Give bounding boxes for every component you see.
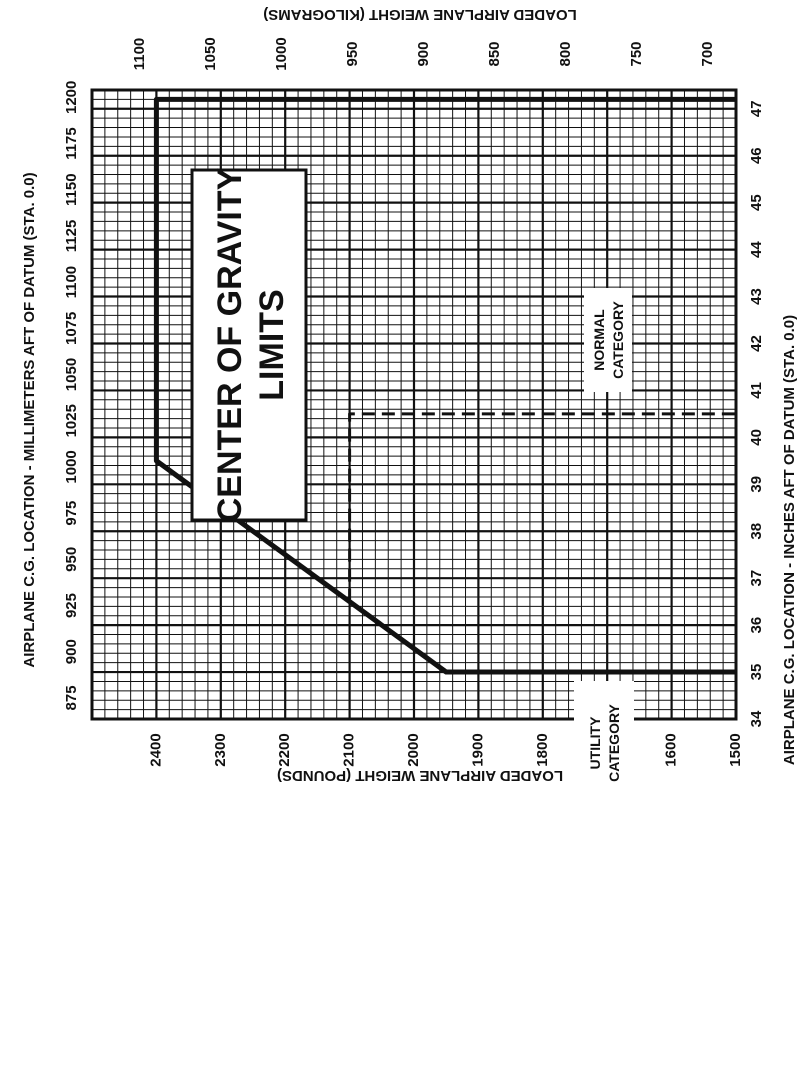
chart-title-line1: CENTER OF GRAVITY xyxy=(211,167,249,522)
tick-label-inches: 43 xyxy=(748,288,765,305)
tick-label-millimeters: 1175 xyxy=(63,127,80,160)
tick-label-inches: 46 xyxy=(748,147,765,164)
tick-label-millimeters: 1100 xyxy=(63,266,80,299)
tick-label-kilograms: 850 xyxy=(486,41,503,66)
utility-label-line1: UTILITY xyxy=(587,716,603,770)
tick-label-inches: 47 xyxy=(748,100,765,117)
tick-label-millimeters: 1000 xyxy=(63,450,80,483)
tick-label-kilograms: 1000 xyxy=(273,37,290,70)
tick-label-pounds: 2200 xyxy=(276,733,293,766)
tick-label-pounds: 1600 xyxy=(663,733,680,766)
tick-label-kilograms: 900 xyxy=(415,41,432,66)
tick-label-kilograms: 950 xyxy=(344,41,361,66)
tick-label-pounds: 2100 xyxy=(341,733,358,766)
axis-title-inches: AIRPLANE C.G. LOCATION - INCHES AFT OF D… xyxy=(781,315,798,765)
tick-label-millimeters: 1075 xyxy=(63,312,80,345)
tick-label-inches: 37 xyxy=(748,570,765,587)
tick-label-pounds: 2300 xyxy=(212,733,229,766)
chart-title-line2: LIMITS xyxy=(253,289,291,400)
axis-title-millimeters: AIRPLANE C.G. LOCATION - MILLIMETERS AFT… xyxy=(21,172,38,667)
axis-titles: AIRPLANE C.G. LOCATION - MILLIMETERS AFT… xyxy=(21,6,798,784)
normal-label-bg xyxy=(584,288,632,392)
tick-label-millimeters: 975 xyxy=(63,501,80,526)
series-layer xyxy=(153,96,736,675)
utility-category-label: UTILITY CATEGORY xyxy=(574,681,634,805)
tick-label-pounds: 1500 xyxy=(727,733,744,766)
tick-label-kilograms: 750 xyxy=(628,41,645,66)
tick-label-pounds: 2000 xyxy=(405,733,422,766)
tick-label-inches: 34 xyxy=(748,710,765,727)
tick-label-inches: 40 xyxy=(748,429,765,446)
tick-label-inches: 39 xyxy=(748,476,765,493)
axis-title-kilograms: LOADED AIRPLANE WEIGHT (KILOGRAMS) xyxy=(263,6,577,23)
tick-label-kilograms: 1050 xyxy=(202,37,219,70)
tick-label-millimeters: 1050 xyxy=(63,358,80,391)
tick-label-pounds: 1800 xyxy=(534,733,551,766)
tick-label-millimeters: 950 xyxy=(63,547,80,572)
tick-labels: 1500160017001800190020002100220023002400… xyxy=(63,37,765,766)
tick-label-inches: 44 xyxy=(748,241,765,258)
tick-label-kilograms: 800 xyxy=(557,41,574,66)
tick-label-millimeters: 1150 xyxy=(63,173,80,206)
axis-title-pounds: LOADED AIRPLANE WEIGHT (POUNDS) xyxy=(277,767,563,784)
tick-label-inches: 41 xyxy=(748,382,765,399)
normal-category-label: NORMAL CATEGORY xyxy=(584,288,632,392)
chart-title-box: CENTER OF GRAVITY LIMITS xyxy=(190,167,308,522)
utility-label-bg xyxy=(574,681,634,805)
grid xyxy=(90,88,738,721)
title-box-border xyxy=(190,168,308,522)
normal-category-boundary xyxy=(153,96,736,675)
tick-label-kilograms: 700 xyxy=(699,41,716,66)
tick-label-inches: 42 xyxy=(748,335,765,352)
tick-label-inches: 36 xyxy=(748,617,765,634)
normal-label-line2: CATEGORY xyxy=(610,300,626,378)
tick-label-inches: 45 xyxy=(748,194,765,211)
tick-label-inches: 35 xyxy=(748,664,765,681)
tick-label-millimeters: 1200 xyxy=(63,81,80,114)
tick-label-millimeters: 1025 xyxy=(63,404,80,437)
tick-label-pounds: 2400 xyxy=(147,733,164,766)
tick-label-millimeters: 925 xyxy=(63,593,80,618)
tick-label-inches: 38 xyxy=(748,523,765,540)
tick-label-kilograms: 1100 xyxy=(131,38,148,71)
utility-category-boundary xyxy=(348,412,736,602)
utility-label-line2: CATEGORY xyxy=(606,703,622,781)
tick-label-millimeters: 875 xyxy=(63,685,80,710)
tick-label-pounds: 1900 xyxy=(469,733,486,766)
tick-label-millimeters: 900 xyxy=(63,639,80,664)
normal-label-line1: NORMAL xyxy=(591,309,607,371)
tick-label-millimeters: 1125 xyxy=(63,220,80,253)
